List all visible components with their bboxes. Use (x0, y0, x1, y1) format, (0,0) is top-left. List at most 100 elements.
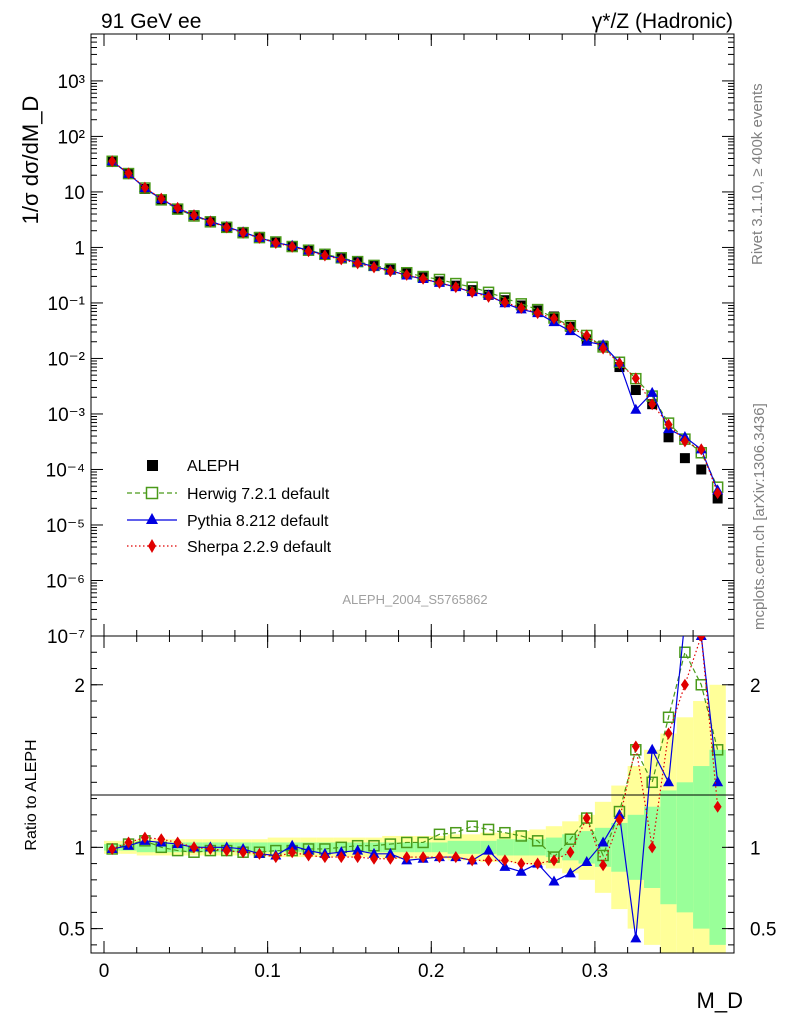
marker-sherpa (386, 265, 395, 278)
ratio-marker-herwig (499, 826, 511, 839)
band-inner (464, 840, 481, 854)
ratio-marker-pythia (515, 865, 527, 876)
x-tick-label: 0 (99, 961, 110, 982)
ratio-marker-sherpa (713, 800, 722, 813)
ratio-marker-sherpa (190, 841, 198, 854)
band-inner (447, 840, 464, 854)
ratio-marker-herwig (646, 776, 658, 789)
ratio-marker-herwig (400, 836, 413, 849)
ratio-tick-label-right: 0.5 (750, 920, 776, 941)
band-inner (431, 842, 448, 853)
mcplots-label: mcplots.cern.ch [arXiv:1306.3436] (751, 403, 768, 630)
band-inner (529, 839, 546, 856)
marker-sherpa (500, 296, 509, 309)
ratio-marker-herwig (433, 828, 446, 841)
marker-sherpa (435, 276, 444, 289)
marker-sherpa (713, 487, 722, 500)
legend-sherpa-label: Sherpa 2.2.9 default (187, 539, 332, 556)
ratio-marker-herwig (679, 646, 691, 659)
ratio-tick-label-left: 1 (74, 838, 85, 859)
legend-pythia-marker (146, 513, 158, 524)
ratio-marker-herwig (531, 835, 544, 847)
marker-sherpa (680, 435, 689, 448)
ratio-marker-sherpa (419, 851, 428, 864)
band-inner (709, 749, 726, 945)
ratio-marker-pythia (597, 836, 609, 847)
marker-sherpa (108, 155, 117, 168)
y-tick-label: 10⁻³ (48, 405, 86, 426)
marker-pythia (630, 403, 642, 414)
ratio-tick-label-left: 2 (74, 676, 85, 697)
marker-sherpa (451, 281, 460, 294)
ratio-marker-sherpa (239, 846, 248, 859)
ratio-marker-pythia (483, 844, 495, 855)
ratio-marker-sherpa (435, 851, 444, 864)
marker-sherpa (288, 240, 297, 253)
x-tick-label: 0.2 (418, 961, 444, 982)
band-inner (267, 842, 284, 853)
legend-herwig-label: Herwig 7.2.1 default (187, 486, 330, 503)
y-tick-label: 10⁻⁷ (47, 627, 85, 648)
marker-sherpa (550, 312, 558, 325)
marker-sherpa (697, 443, 706, 456)
y-tick-label: 10² (58, 127, 85, 148)
legend-herwig-marker (145, 486, 159, 500)
band-inner (676, 782, 694, 913)
marker-sherpa (353, 257, 362, 270)
ratio-marker-sherpa (124, 836, 133, 849)
x-tick-label: 0.3 (582, 961, 608, 982)
ratio-marker-sherpa (468, 854, 477, 867)
marker-aleph (663, 432, 674, 443)
analysis-id: ALEPH_2004_S5765862 (342, 592, 487, 607)
marker-sherpa (222, 221, 231, 234)
band-inner (627, 814, 644, 880)
y-tick-label: 10⁻² (48, 349, 86, 370)
ratio-marker-pythia (712, 776, 724, 787)
ratio-tick-label-left: 0.5 (59, 920, 85, 941)
ratio-marker-pythia (581, 855, 593, 866)
marker-sherpa (124, 167, 133, 180)
y-axis-label: 1/σ dσ/dM_D (18, 96, 43, 225)
y-tick-label: 10⁻⁶ (46, 571, 85, 592)
band-inner (136, 842, 154, 853)
ratio-marker-sherpa (386, 852, 395, 865)
legend-aleph-marker (147, 460, 158, 471)
ratio-marker-sherpa (615, 813, 624, 826)
ratio-marker-pythia (630, 932, 642, 943)
ratio-marker-sherpa (304, 849, 313, 862)
axis-ticks: 0 0.1 0.2 0.3 10⁻⁷ 10⁻⁶ 10⁻⁵ 10⁻⁴ 10⁻³ 10⁻² 10⁻¹ 1 1… (46, 33, 776, 982)
marker-sherpa (370, 261, 378, 274)
marker-sherpa (517, 302, 526, 315)
ratio-marker-sherpa (108, 842, 117, 855)
ratio-marker-sherpa (402, 851, 411, 864)
ratio-series (106, 614, 724, 943)
series-line-sherpa (111, 160, 719, 494)
ratio-marker-sherpa (484, 854, 493, 867)
x-axis-label: M_D (697, 988, 743, 1013)
band-inner (611, 822, 628, 872)
ratio-marker-herwig (564, 833, 577, 845)
band-inner (513, 839, 530, 856)
rivet-label: Rivet 3.1.10, ≥ 400k events (749, 83, 766, 265)
marker-sherpa (648, 398, 657, 411)
ratio-marker-sherpa (599, 859, 608, 872)
ratio-marker-sherpa (550, 854, 558, 867)
y-axis-label-text: 1/σ dσ/dM_D (18, 96, 43, 225)
ratio-marker-herwig (450, 826, 462, 839)
ratio-marker-sherpa (664, 727, 673, 740)
ratio-marker-pythia (548, 875, 560, 886)
ratio-marker-pythia (564, 867, 576, 878)
band-inner (660, 790, 677, 905)
marker-sherpa (582, 329, 591, 342)
ratio-marker-sherpa (353, 851, 362, 864)
ratio-marker-sherpa (697, 636, 706, 642)
ratio-marker-sherpa (582, 812, 591, 825)
ratio-marker-sherpa (320, 851, 329, 864)
ratio-tick-label-right: 2 (750, 676, 761, 697)
ratio-marker-pythia (679, 614, 690, 624)
marker-sherpa (566, 321, 575, 334)
ratio-marker-sherpa (533, 857, 542, 870)
ratio-marker-sherpa (500, 854, 509, 867)
legend: ALEPH Herwig 7.2.1 default Pythia 8.212 … (127, 458, 332, 556)
band-inner (382, 842, 399, 853)
